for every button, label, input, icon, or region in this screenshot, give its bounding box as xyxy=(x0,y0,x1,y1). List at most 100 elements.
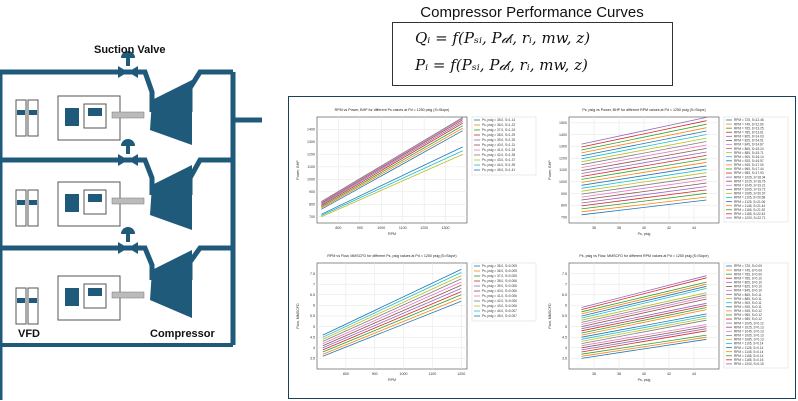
legend-entry: RPM = 925, S=16.57 xyxy=(734,159,764,163)
series-line xyxy=(581,283,707,315)
suction-line-3 xyxy=(0,245,155,280)
series-line xyxy=(581,317,707,342)
series-line xyxy=(581,330,707,353)
series-line xyxy=(581,298,707,327)
y-tick-label: 700 xyxy=(309,215,315,219)
series-line xyxy=(581,288,707,319)
y-tick-label: 800 xyxy=(561,204,567,208)
series-line xyxy=(581,155,707,177)
compressor-label: Compressor xyxy=(150,328,215,340)
legend-entry: Ps, psig = 40.0, S=0.006 xyxy=(482,289,517,293)
series-line xyxy=(581,144,707,168)
legend-entry: RPM = 1200, S=0.15 xyxy=(734,362,764,366)
power-equation: Pᵢ = f(Pₛᵢ, P𝒹ᵢ, rᵢ, mw, z) xyxy=(415,56,588,74)
y-tick-label: 4.5 xyxy=(562,335,567,339)
series-line xyxy=(581,165,707,186)
legend-entry: RPM = 965, S=17.44 xyxy=(734,167,764,171)
legend-entry: RPM = 885, S=0.11 xyxy=(734,297,762,301)
legend-box xyxy=(723,116,789,223)
series-line xyxy=(322,284,462,347)
legend-entry: RPM = 745, S=0.09 xyxy=(734,268,762,272)
x-tick-label: 800 xyxy=(343,372,349,376)
series-line xyxy=(321,127,463,209)
legend-entry: Ps, psig = 37.0, S=0.005 xyxy=(482,274,517,278)
y-tick-label: 4 xyxy=(565,346,567,350)
legend-entry: RPM = 785, S=13.61 xyxy=(734,130,764,134)
series-line xyxy=(322,272,462,338)
legend-entry: RPM = 905, S=0.11 xyxy=(734,301,762,305)
discharge-line-1 xyxy=(187,69,233,112)
series-line xyxy=(581,275,707,308)
series-line xyxy=(581,161,707,183)
series-line xyxy=(581,175,707,195)
legend-entry: RPM = 1165, S=0.14 xyxy=(734,354,764,358)
series-line xyxy=(581,186,707,204)
x-tick-label: 800 xyxy=(335,226,341,230)
x-axis-label: Ps, psig xyxy=(638,232,651,236)
flow-equation: Qᵢ = f(Pₛᵢ, P𝒹ᵢ, rᵢ, mw, z) xyxy=(415,29,591,47)
series-line xyxy=(581,285,707,317)
series-line xyxy=(581,296,707,325)
legend-entry: RPM = 965, S=0.12 xyxy=(734,313,762,317)
chart-title: RPM vs Power, BHP for different Ps value… xyxy=(335,108,450,112)
series-line xyxy=(322,291,462,351)
series-line xyxy=(581,313,707,338)
legend-entry: Ps, psig = 36.0, S=1.22 xyxy=(482,123,515,127)
y-tick-label: 5 xyxy=(565,325,567,329)
y-tick-label: 1300 xyxy=(559,145,567,149)
x-tick-label: 1000 xyxy=(400,372,408,376)
y-tick-label: 6.5 xyxy=(310,293,315,297)
series-line xyxy=(321,150,463,216)
chart-title: RPM vs Flow, MMSCFD for different Ps, ps… xyxy=(327,254,456,258)
legend-entry: RPM = 865, S=0.11 xyxy=(734,293,762,297)
y-tick-label: 1000 xyxy=(307,178,315,182)
vfd-label: VFD xyxy=(18,328,40,340)
series-line xyxy=(581,196,707,213)
legend-entry: Ps, psig = 42.0, S=0.006 xyxy=(482,299,517,303)
series-line xyxy=(581,277,707,310)
x-tick-label: 36 xyxy=(592,226,596,230)
y-axis-label: Power, BHP xyxy=(296,160,300,180)
x-tick-label: 38 xyxy=(617,372,621,376)
legend-entry: RPM = 1025, S=0.13 xyxy=(734,325,764,329)
legend-entry: RPM = 1025, S=18.76 xyxy=(734,179,766,183)
series-line xyxy=(581,137,707,163)
legend-entry: Ps, psig = 37.0, S=1.24 xyxy=(482,128,515,132)
y-tick-label: 7.5 xyxy=(562,272,567,276)
y-tick-label: 1000 xyxy=(559,180,567,184)
suction-line-2 xyxy=(0,157,155,195)
y-axis-label: Flow, MMSCFD xyxy=(548,303,552,329)
legend-entry: Ps, psig = 42.0, S=1.35 xyxy=(482,153,515,157)
x-tick-label: 44 xyxy=(692,372,696,376)
x-tick-label: 38 xyxy=(617,226,621,230)
legend-entry: RPM = 945, S=17.00 xyxy=(734,163,764,167)
x-tick-label: 40 xyxy=(642,372,646,376)
compressor-1-icon xyxy=(150,80,192,145)
legend-entry: Ps, psig = 35.0, S=1.14 xyxy=(482,118,515,122)
legend-entry: RPM = 985, S=0.12 xyxy=(734,317,762,321)
y-tick-label: 5 xyxy=(313,325,315,329)
legend-entry: RPM = 745, S=12.60 xyxy=(734,122,764,126)
legend-entry: RPM = 1045, S=0.13 xyxy=(734,329,764,333)
y-tick-label: 5.5 xyxy=(310,314,315,318)
series-line xyxy=(581,199,707,216)
legend-entry: RPM = 985, S=17.93 xyxy=(734,171,764,175)
series-line xyxy=(581,319,707,344)
series-line xyxy=(322,269,462,336)
y-tick-label: 1400 xyxy=(559,133,567,137)
series-line xyxy=(581,307,707,334)
discharge-line-2 xyxy=(187,157,233,195)
legend-entry: Ps, psig = 38.0, S=1.29 xyxy=(482,133,515,137)
series-line xyxy=(581,281,707,313)
performance-curves-title: Compressor Performance Curves xyxy=(420,4,644,21)
series-line xyxy=(581,189,707,207)
series-line xyxy=(581,309,707,336)
series-line xyxy=(581,294,707,323)
y-tick-label: 900 xyxy=(561,192,567,196)
legend-entry: RPM = 725, S=0.09 xyxy=(734,264,762,268)
y-tick-label: 800 xyxy=(309,202,315,206)
series-line xyxy=(322,288,462,349)
rpm-vs-flow-chart: RPM vs Flow, MMSCFD for different Ps, ps… xyxy=(296,254,537,382)
drive-train-2 xyxy=(15,181,145,227)
series-line xyxy=(322,300,462,357)
